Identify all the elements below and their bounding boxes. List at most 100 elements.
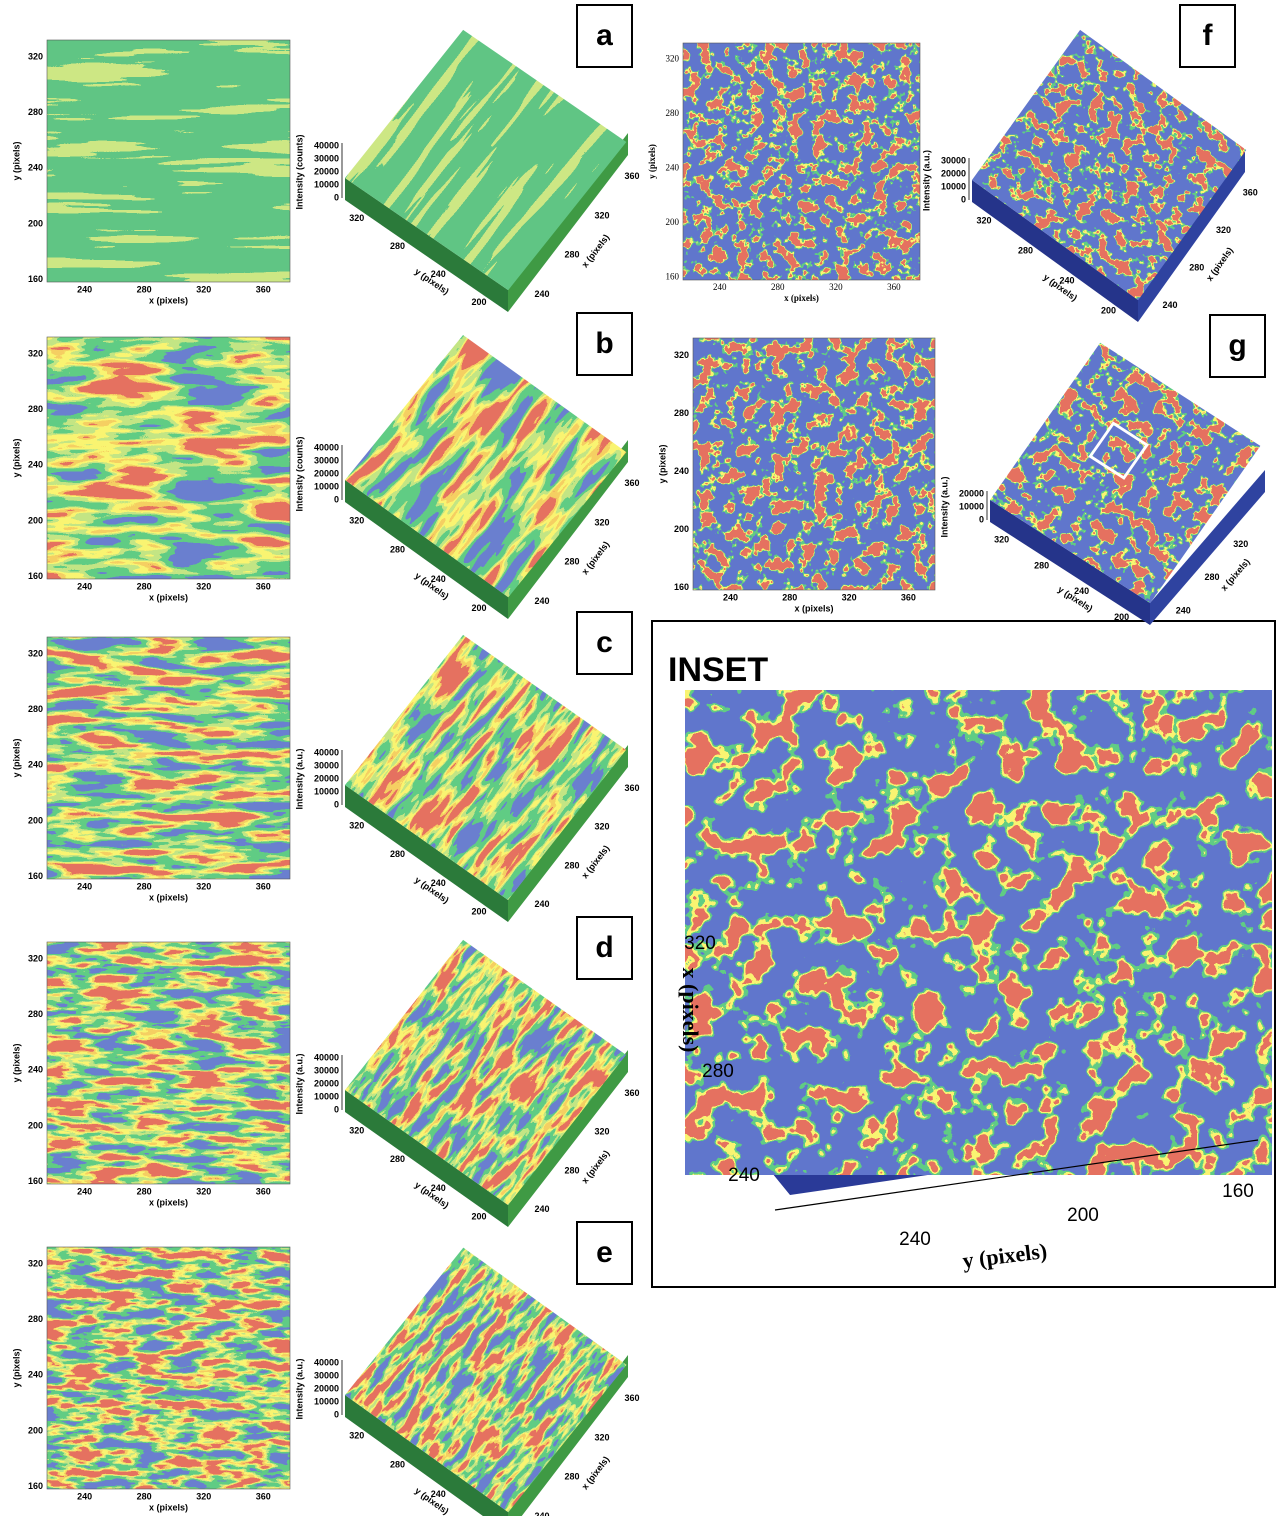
x-tick-label: 240 [77,881,92,891]
x-tick-label: 360 [1243,187,1258,197]
y-tick-label: 200 [1067,1205,1099,1226]
x-axis-title: x (pixels) [794,603,833,613]
y-tick-label: 200 [28,815,43,825]
x-tick-label: 280 [137,881,152,891]
y-tick-label: 320 [994,535,1009,545]
y-tick-label: 240 [28,1370,43,1380]
x-axis-title: x (pixels) [1219,557,1252,593]
z-axis-title: Intensity (counts) [294,436,304,511]
y-tick-label: 200 [28,1425,43,1435]
z-axis-title: Intensity (a.u.) [939,476,949,537]
inset-surface [685,690,1272,1175]
z-axis-title: Intensity (a.u.) [294,1358,304,1419]
y-tick-label: 160 [28,871,43,881]
x-tick-label: 320 [594,517,609,527]
x-tick-label: 280 [137,284,152,294]
y-tick-label: 160 [28,274,43,284]
z-tick-label: 20000 [314,1078,339,1088]
x-tick-label: 280 [1189,262,1204,272]
z-tick-label: 40000 [314,1357,339,1367]
x-tick-label: 320 [842,592,857,602]
z-tick-label: 20000 [959,488,984,498]
y-tick-label: 320 [28,1258,43,1268]
x-tick-label: 320 [196,284,211,294]
x-tick-label: 240 [77,284,92,294]
y-tick-label: 200 [1101,306,1116,316]
x-tick-label: 240 [1163,300,1178,310]
x-tick-label: 360 [624,1088,639,1098]
intensity-map [47,337,290,579]
z-tick-label: 10000 [941,181,966,191]
z-axis-title: Intensity (a.u.) [294,1053,304,1114]
y-tick-label: 280 [390,241,405,251]
z-tick-label: 20000 [314,1383,339,1393]
x-tick-label: 320 [196,1186,211,1196]
x-tick-label: 240 [713,282,727,292]
y-tick-label: 280 [674,408,689,418]
y-tick-label: 200 [472,603,487,613]
x-tick-label: 320 [594,1127,609,1137]
x-tick-label: 280 [782,592,797,602]
y-tick-label: 240 [28,163,43,173]
x-tick-label: 320 [684,933,716,954]
y-tick-label: 240 [28,760,43,770]
z-tick-label: 20000 [314,166,339,176]
z-tick-label: 40000 [314,747,339,757]
x-tick-label: 240 [723,592,738,602]
y-tick-label: 280 [390,849,405,859]
x-axis-title: x (pixels) [580,1148,612,1185]
z-tick-label: 0 [334,1409,339,1419]
surface-texture [345,1248,626,1512]
z-axis-title: Intensity (counts) [294,134,304,209]
x-axis-title: x (pixels) [149,892,188,902]
z-tick-label: 40000 [314,1052,339,1062]
y-tick-label: 320 [349,213,364,223]
x-axis-title: x (pixels) [580,539,612,576]
x-tick-label: 360 [256,1186,271,1196]
y-tick-label: 200 [666,217,680,227]
x-tick-label: 240 [77,1186,92,1196]
z-tick-label: 30000 [314,153,339,163]
x-tick-label: 320 [196,881,211,891]
panel-label: f [1203,19,1214,52]
x-axis-title: x (pixels) [580,843,612,880]
y-tick-label: 320 [28,953,43,963]
x-tick-label: 240 [77,581,92,591]
panel-label: b [595,327,613,360]
x-tick-label: 280 [564,557,579,567]
x-tick-label: 240 [534,1204,549,1214]
x-axis-title: x (pixels) [580,232,612,269]
intensity-map [683,43,920,280]
x-tick-label: 240 [534,899,549,909]
y-tick-label: 200 [674,524,689,534]
x-tick-label: 320 [829,282,843,292]
y-tick-label: 280 [390,545,405,555]
y-tick-label: 200 [472,1212,487,1222]
x-tick-label: 360 [624,783,639,793]
y-tick-label: 200 [472,907,487,917]
y-axis-title: y (pixels) [11,738,21,777]
y-tick-label: 280 [1034,560,1049,570]
x-tick-label: 240 [728,1165,760,1186]
x-tick-label: 280 [564,860,579,870]
y-tick-label: 160 [28,1176,43,1186]
z-tick-label: 30000 [314,760,339,770]
z-tick-label: 0 [334,1104,339,1114]
z-tick-label: 0 [334,494,339,504]
z-axis-title: Intensity (a.u.) [921,150,931,211]
y-axis-title: y (pixels) [11,1348,21,1387]
x-axis-title: x (pixels) [149,295,188,305]
surface-texture [972,30,1246,300]
x-axis-title: x (pixels) [580,1454,612,1491]
y-axis-title: y (pixels) [11,141,21,180]
y-tick-label: 280 [28,1314,43,1324]
z-tick-label: 20000 [314,468,339,478]
y-tick-label: 200 [28,1120,43,1130]
x-tick-label: 240 [534,289,549,299]
x-tick-label: 360 [901,592,916,602]
y-tick-label: 320 [28,648,43,658]
y-tick-label: 200 [472,297,487,307]
y-tick-label: 320 [674,350,689,360]
y-tick-label: 160 [666,272,680,282]
y-tick-label: 240 [674,466,689,476]
